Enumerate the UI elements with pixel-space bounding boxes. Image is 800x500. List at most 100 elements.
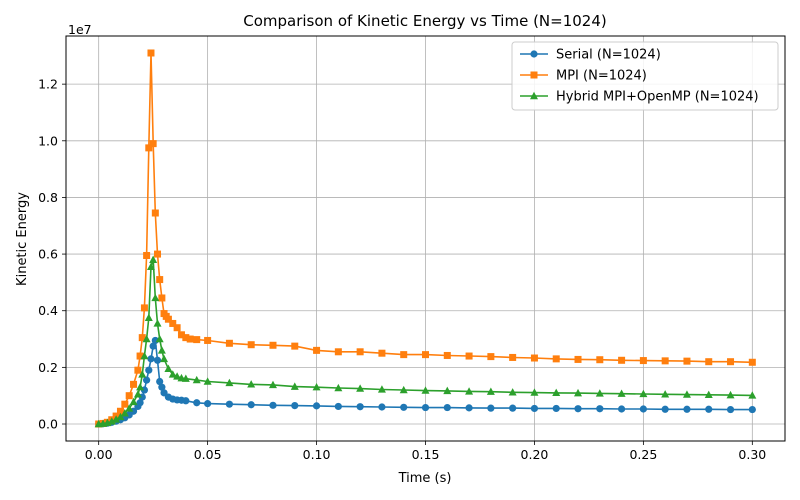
data-point	[639, 405, 647, 413]
y-tick-label: 1.0	[38, 133, 58, 148]
legend-entry: Serial (N=1024)	[556, 48, 661, 63]
data-point	[151, 336, 159, 345]
data-point	[552, 388, 561, 397]
y-tick-label: 1.2	[38, 77, 58, 92]
data-point	[140, 304, 148, 312]
data-point	[116, 412, 125, 421]
data-point	[160, 354, 169, 363]
data-point	[443, 403, 451, 412]
data-point	[143, 251, 151, 259]
y-axis-label: Kinetic Energy	[15, 192, 30, 286]
data-point	[203, 377, 212, 385]
data-point	[151, 209, 159, 217]
legend-marker	[530, 50, 538, 58]
y-scale-label: 1e7	[68, 22, 92, 37]
data-point	[574, 388, 583, 397]
data-point	[683, 405, 691, 413]
data-point	[158, 383, 166, 391]
data-point	[727, 358, 735, 366]
data-point	[112, 415, 121, 423]
legend-entry: MPI (N=1024)	[556, 69, 647, 84]
data-point	[486, 387, 495, 395]
data-point	[748, 358, 756, 366]
legend-marker	[530, 91, 538, 100]
data-point	[530, 388, 539, 396]
data-point	[143, 376, 151, 384]
data-point	[192, 375, 201, 384]
data-point	[661, 357, 669, 365]
y-tick-label: 0.8	[38, 190, 58, 205]
data-point	[682, 390, 691, 398]
data-point	[144, 313, 153, 322]
data-point	[574, 405, 582, 413]
data-point	[617, 389, 626, 397]
data-point	[443, 386, 452, 395]
data-point	[313, 346, 321, 354]
data-point	[465, 352, 473, 360]
data-point	[138, 334, 146, 342]
data-point	[334, 402, 342, 411]
data-point	[334, 348, 342, 356]
data-point	[661, 405, 669, 413]
data-point	[487, 404, 495, 412]
data-point	[157, 346, 166, 354]
data-point	[147, 355, 155, 363]
data-point	[618, 356, 626, 364]
data-point	[639, 357, 647, 365]
data-point	[378, 403, 386, 411]
data-point	[140, 351, 149, 360]
y-tick-label: 0.0	[38, 417, 58, 432]
data-point	[290, 382, 299, 390]
data-point	[269, 341, 277, 349]
data-point	[168, 370, 177, 378]
x-tick-label: 0.00	[85, 447, 113, 462]
data-point	[125, 404, 134, 412]
data-point	[153, 356, 162, 364]
data-point	[552, 404, 560, 413]
series-layer	[94, 49, 757, 428]
data-point	[136, 382, 145, 391]
data-point	[705, 405, 713, 413]
data-point	[186, 335, 194, 343]
legend: Serial (N=1024) MPI (N=1024) Hybrid MPI+Op…	[511, 41, 779, 111]
data-point	[748, 405, 756, 414]
data-point	[726, 390, 735, 399]
data-point	[509, 353, 517, 361]
data-point	[595, 389, 604, 397]
data-point	[291, 342, 299, 350]
legend-box	[511, 41, 779, 111]
axis-ticks: 0.00 0.05 0.10 0.15 0.20 0.25 0.30 0.0 0.2 0.4 0.6…	[38, 77, 766, 462]
data-point	[334, 383, 343, 392]
x-tick-label: 0.20	[521, 447, 549, 462]
x-tick-label: 0.25	[629, 447, 657, 462]
data-point	[225, 339, 233, 347]
data-point	[400, 351, 408, 359]
data-point	[147, 49, 155, 57]
data-point	[465, 404, 473, 412]
series-1	[95, 49, 756, 428]
data-point	[552, 355, 560, 363]
data-point	[661, 390, 670, 398]
data-point	[149, 140, 157, 148]
x-axis-label: Time (s)	[398, 471, 452, 486]
data-point	[204, 336, 212, 344]
data-point	[107, 417, 116, 425]
data-point	[312, 402, 321, 410]
x-tick-label: 0.15	[412, 447, 440, 462]
data-point	[173, 324, 181, 332]
data-point	[130, 380, 138, 388]
data-point	[247, 401, 255, 409]
data-point	[225, 400, 234, 408]
data-point	[487, 353, 495, 361]
x-tick-label: 0.05	[194, 447, 222, 462]
data-point	[705, 358, 713, 366]
data-point	[158, 294, 166, 302]
data-point	[421, 403, 430, 412]
data-point	[421, 386, 430, 394]
data-point	[748, 391, 757, 399]
data-point	[530, 404, 539, 413]
legend-marker	[530, 71, 538, 79]
data-point	[155, 334, 164, 343]
data-point	[509, 404, 517, 412]
